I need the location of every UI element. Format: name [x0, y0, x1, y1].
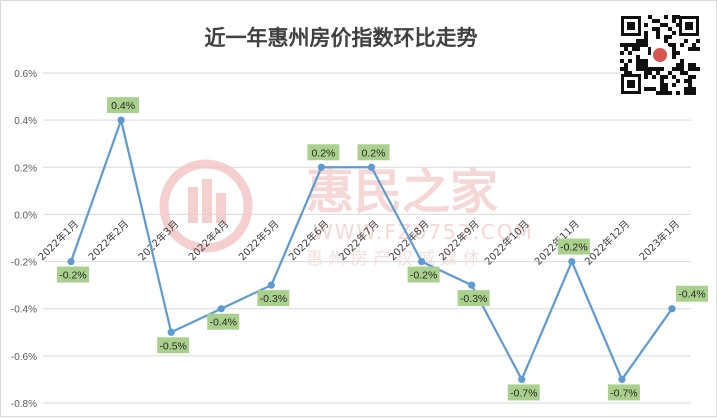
chart-title: 近一年惠州房价指数环比走势 [205, 25, 478, 50]
data-points [67, 116, 676, 384]
svg-text:-0.2%: -0.2% [560, 242, 587, 254]
y-tick-label: 0.4% [14, 116, 37, 127]
svg-text:-0.3%: -0.3% [460, 293, 487, 305]
y-axis-ticks: 0.6% 0.4% 0.2% 0.0% -0.2% -0.4% -0.6% -0.8% [11, 69, 37, 410]
data-label: -0.3% [257, 290, 290, 307]
svg-text:-0.5%: -0.5% [159, 340, 186, 352]
data-label: -0.5% [157, 337, 190, 354]
data-point [67, 257, 75, 266]
watermark: 惠民之家 WWW.FZ0752.COM 惠 州 房 产 权 威 媒 体 [159, 159, 534, 269]
data-label: 0.2% [307, 144, 340, 161]
data-label: -0.4% [676, 285, 708, 302]
data-point [518, 375, 526, 384]
svg-text:0.2%: 0.2% [311, 147, 335, 159]
x-tick-label: 2022年2月 [85, 217, 131, 263]
data-label: -0.2% [407, 266, 440, 283]
y-tick-label: -0.2% [11, 258, 37, 269]
data-point [267, 281, 275, 289]
x-tick-label: 2022年1月 [35, 217, 81, 263]
watermark-logo-icon [159, 159, 253, 253]
data-point [468, 281, 476, 289]
data-point [568, 257, 576, 266]
watermark-slogan: 惠 州 房 产 权 威 媒 体 [306, 249, 480, 269]
y-tick-label: 0.6% [14, 69, 37, 80]
y-tick-label: 0.2% [14, 163, 37, 174]
svg-text:0.2%: 0.2% [362, 147, 386, 159]
svg-text:-0.7%: -0.7% [510, 387, 537, 399]
data-point [618, 375, 626, 384]
y-tick-label: -0.6% [11, 352, 37, 363]
x-tick-label: 2022年3月 [135, 217, 181, 263]
svg-text:0.4%: 0.4% [111, 100, 135, 112]
svg-text:-0.4%: -0.4% [210, 317, 237, 329]
y-tick-label: -0.8% [11, 399, 37, 410]
y-tick-label: -0.4% [11, 305, 37, 316]
svg-text:-0.7%: -0.7% [610, 387, 637, 399]
svg-text:-0.2%: -0.2% [59, 270, 86, 282]
data-label: 0.4% [107, 97, 140, 114]
data-point [367, 163, 376, 171]
data-point [217, 305, 225, 313]
y-tick-label: 0.0% [14, 210, 37, 221]
data-point [317, 163, 326, 171]
data-point [417, 257, 426, 266]
data-label: -0.7% [607, 384, 640, 401]
watermark-brand: 惠民之家 [306, 164, 498, 220]
data-point [668, 305, 676, 313]
data-point [117, 116, 125, 124]
data-label: -0.2% [557, 238, 590, 255]
x-tick-label: 2023年1月 [636, 217, 682, 263]
data-label: -0.3% [457, 290, 490, 307]
data-point [167, 328, 175, 336]
svg-text:-0.2%: -0.2% [410, 270, 437, 282]
data-label: -0.7% [507, 384, 540, 401]
data-labels: -0.2% 0.4% -0.5% -0.4% -0.3% 0.2% 0.2% -0.2% -0.… [57, 97, 708, 401]
data-label: 0.2% [357, 144, 390, 161]
watermark-url: WWW.FZ0752.COM [313, 220, 534, 244]
qr-code-icon [620, 15, 700, 95]
data-label: -0.2% [57, 266, 89, 283]
svg-text:-0.4%: -0.4% [678, 289, 705, 301]
svg-text:-0.3%: -0.3% [260, 293, 287, 305]
data-label: -0.4% [207, 313, 240, 330]
